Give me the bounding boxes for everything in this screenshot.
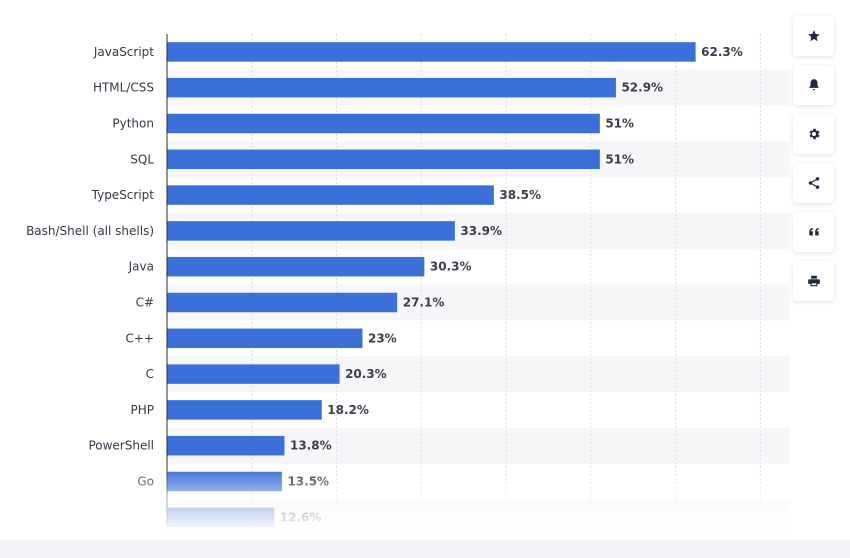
category-label: HTML/CSS [93, 81, 154, 95]
bar[interactable] [167, 507, 275, 528]
value-label: 27.1% [403, 296, 445, 310]
category-label: C# [136, 296, 154, 310]
category-label: Python [112, 117, 154, 131]
value-label: 12.6% [280, 510, 322, 524]
gear-icon [809, 128, 820, 140]
value-label: 18.2% [327, 403, 369, 417]
notification-button[interactable] [793, 65, 834, 105]
category-label: PowerShell [88, 439, 154, 453]
bar[interactable] [167, 400, 322, 420]
category-label: Bash/Shell (all shells) [26, 224, 154, 238]
value-label: 51% [605, 152, 634, 166]
category-label: Go [137, 475, 154, 489]
print-button[interactable] [793, 261, 834, 301]
bell-icon [808, 79, 819, 91]
bar[interactable] [167, 364, 340, 384]
category-label: C++ [126, 331, 155, 345]
bar[interactable] [167, 77, 616, 98]
star-icon [807, 30, 820, 42]
value-label: 62.3% [701, 45, 743, 59]
category-label: Java [128, 260, 154, 274]
category-label: SQL [130, 152, 154, 166]
value-label: 13.8% [290, 439, 332, 453]
category-label: TypeScript [91, 188, 155, 202]
value-label: 33.9% [460, 224, 502, 238]
category-label: PHP [131, 403, 155, 417]
chart-toolbar [793, 16, 834, 301]
value-label: 20.3% [345, 367, 387, 381]
page-footer-strip [0, 540, 850, 558]
value-label: 51% [605, 117, 634, 131]
value-label: 23% [368, 331, 397, 345]
share-icon [808, 177, 819, 189]
bar-chart: JavaScript HTML/CSS Python SQL TypeScript Bas… [26, 34, 761, 530]
quote-icon [808, 227, 819, 236]
value-label: 30.3% [430, 260, 472, 274]
value-label: 52.9% [621, 81, 663, 95]
bar[interactable] [167, 328, 363, 349]
cite-button[interactable] [793, 212, 834, 252]
bar[interactable] [167, 292, 398, 313]
category-label: JavaScript [93, 45, 154, 59]
bar[interactable] [167, 256, 425, 277]
bar[interactable] [167, 221, 455, 241]
value-label: 38.5% [499, 188, 541, 202]
bar[interactable] [167, 185, 494, 205]
favorite-button[interactable] [793, 16, 834, 56]
bar[interactable] [167, 149, 600, 170]
settings-button[interactable] [793, 114, 834, 154]
value-label: 13.5% [287, 475, 329, 489]
bar[interactable] [167, 435, 285, 456]
chart-card: JavaScript HTML/CSS Python SQL TypeScript Bas… [0, 0, 850, 540]
print-icon [807, 275, 820, 287]
bar[interactable] [167, 471, 282, 492]
bar[interactable] [167, 113, 600, 134]
share-button[interactable] [793, 163, 834, 203]
bar[interactable] [167, 42, 696, 62]
category-label: C [146, 367, 154, 381]
